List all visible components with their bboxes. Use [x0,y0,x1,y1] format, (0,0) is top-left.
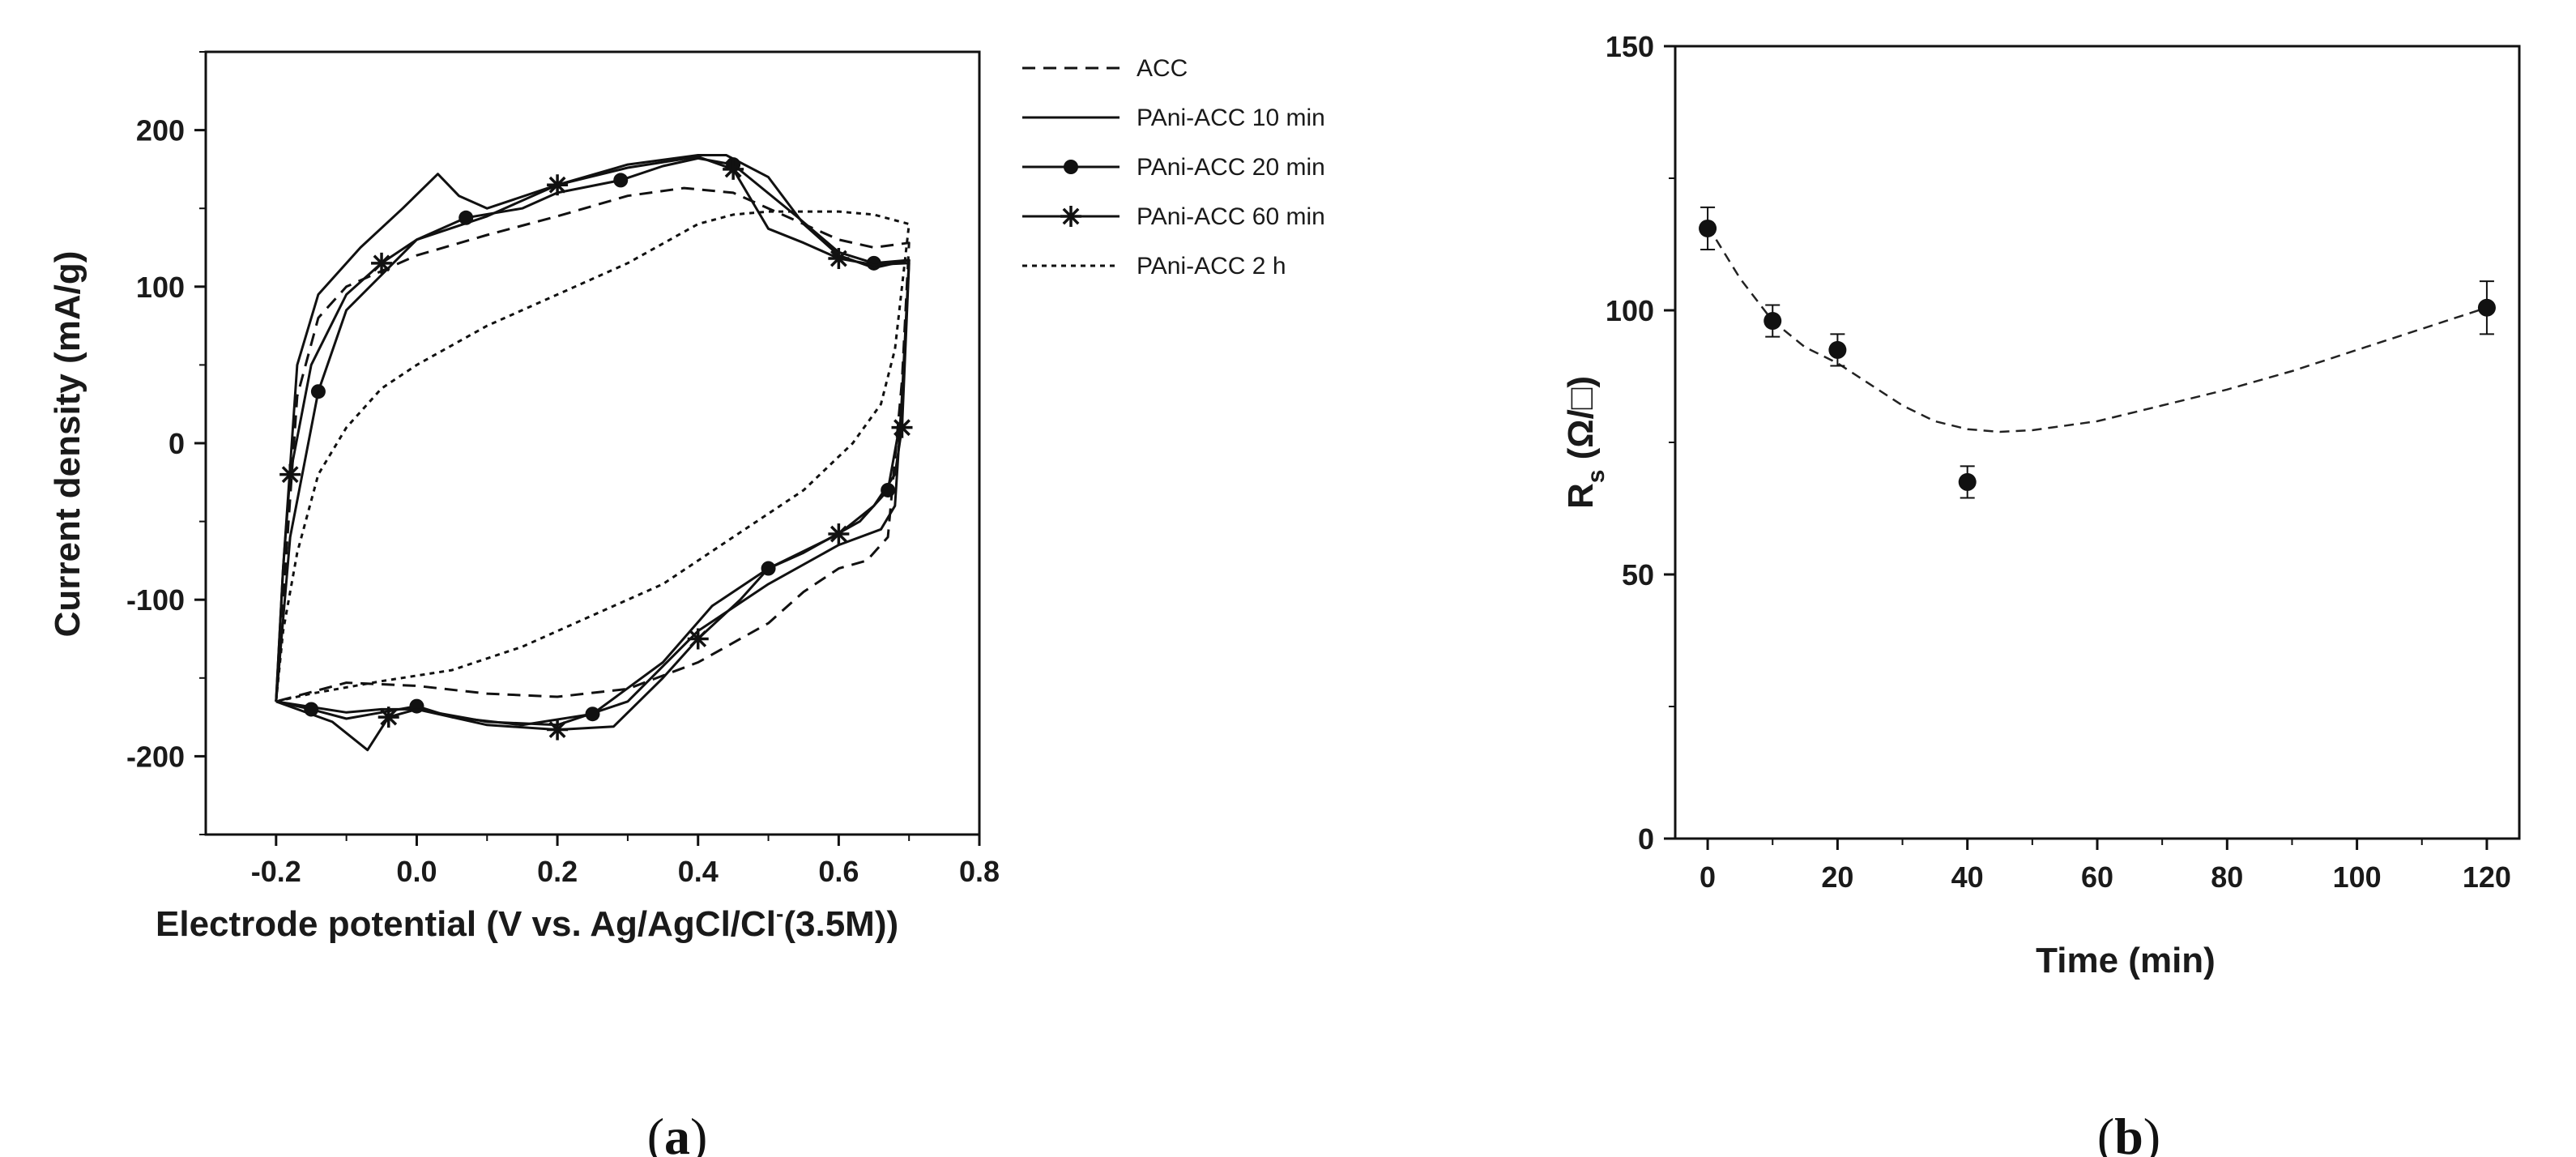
series-pani-acc-60-min-marker [279,463,301,485]
legend-item-pani-acc-60-min-marker [1060,206,1081,227]
series-pani-acc-60-min-marker [687,628,709,650]
series-pani-acc-10-min-curve [275,154,911,727]
panel-b-plot-frame [1674,45,2521,840]
series-pani-acc-20-min-marker [310,384,326,399]
panel-b-x-axis-label: Time (min) [2036,941,2216,980]
series-pani-acc-20-min-marker [613,173,629,188]
series-pani-acc-60-min-marker [371,252,393,274]
panel-b-x-ticks: 0 20 40 60 80 100 120 [1700,839,2511,894]
series-pani-acc-20-min-marker [866,255,881,271]
panel-a-y-tick-label: -200 [126,740,185,773]
panel-a-x-axis-label: Electrode potential (V vs. Ag/AgCl/Cl-(3… [156,901,898,944]
legend-item-pani-acc-60-min-label: PAni-ACC 60 min [1137,203,1325,230]
panel-a-y-axis-label: Current density (mA/g) [48,251,87,638]
panel-b-y-tick-label: 0 [1638,822,1654,856]
legend-item-pani-acc-60-min: PAni-ACC 60 min [1022,203,1325,230]
series-pani-acc-20-min-marker [585,707,600,722]
legend-item-pani-acc-20-min: PAni-ACC 20 min [1022,154,1325,181]
panel-b-data-points [1699,206,2496,499]
series-pani-acc-10-min [275,154,911,727]
panel-b-y-axis-label: Rs (Ω/□) [1561,376,1610,509]
panel-b-y-tick-label: 100 [1606,294,1654,327]
panel-a-y-tick-label: -100 [126,583,185,617]
panel-a-x-tick-label: -0.2 [251,855,301,888]
panel-b-sheet-resistance-chart: 0 20 40 60 80 100 120 0 50 100 150 Time (min) Rs … [1561,30,2521,980]
panel-a-legend: ACC PAni-ACC 10 min PAni-ACC 20 min PAni-AC… [1022,55,1325,280]
panel-a-cyclic-voltammetry-chart: -0.2 0.0 0.2 0.4 0.6 0.8 -200 -100 0 100 200 Elec… [48,50,1325,944]
panel-b-caption: (b) [2097,1108,2160,1157]
panel-a-x-tick-label: 0.2 [537,855,578,888]
panel-b-y-tick-label: 50 [1622,558,1654,591]
legend-item-acc-label: ACC [1137,55,1188,82]
series-acc [275,186,911,703]
panel-b-data-point [1828,333,1847,367]
panel-a-x-tick-label: 0.4 [678,855,719,888]
legend-item-pani-acc-20-min-marker [1064,160,1078,174]
series-pani-acc-60-min-marker [828,523,850,545]
panel-b-x-tick-label: 0 [1700,860,1716,894]
panel-b-point-marker [1828,340,1847,359]
series-acc-curve [275,186,911,703]
panel-b-x-tick-label: 40 [1951,860,1984,894]
panel-a-y-tick-label: 0 [168,427,185,460]
panel-b-data-point [1699,206,1717,251]
series-pani-acc-2-h [275,210,911,703]
panel-a-y-tick-label: 200 [136,114,185,147]
legend-item-pani-acc-2-h-label: PAni-ACC 2 h [1137,253,1286,280]
legend-item-pani-acc-10-min: PAni-ACC 10 min [1022,105,1325,131]
series-pani-acc-60-min-marker [377,707,399,728]
panel-a-y-tick-label: 100 [136,271,185,304]
series-pani-acc-60-min-curve [275,155,911,752]
panel-b-trend-curve [1707,225,2488,433]
panel-a-x-ticks: -0.2 0.0 0.2 0.4 0.6 0.8 [251,835,1000,888]
series-pani-acc-60-min-marker [547,174,569,196]
legend-item-pani-acc-2-h: PAni-ACC 2 h [1022,253,1286,280]
panel-b-point-marker [2477,298,2496,317]
series-pani-acc-20-min-curve [275,156,911,727]
panel-a-caption: (a) [647,1108,708,1157]
legend-item-pani-acc-10-min-label: PAni-ACC 10 min [1137,105,1325,131]
series-pani-acc-60-min-marker [723,158,744,180]
panel-a-x-tick-label: 0.8 [959,855,1000,888]
series-pani-acc-20-min [275,156,911,727]
panel-a-series [275,154,913,752]
panel-b-y-tick-label: 150 [1606,30,1654,63]
panel-b-data-point [2477,280,2496,335]
panel-b-x-tick-label: 80 [2211,860,2243,894]
panel-b-trend-line [1707,225,2488,433]
legend-item-acc: ACC [1022,55,1188,82]
panel-b-data-point [1764,304,1782,338]
panel-b-x-tick-label: 120 [2463,860,2511,894]
panel-a-y-ticks: -200 -100 0 100 200 [126,51,206,835]
panel-b-point-marker [1764,312,1782,331]
panel-b-point-marker [1958,472,1977,491]
series-pani-acc-60-min [275,155,913,752]
panel-a-x-tick-label: 0.6 [818,855,859,888]
panel-b-point-marker [1699,219,1717,237]
panel-b-x-tick-label: 100 [2333,860,2382,894]
panel-b-x-tick-label: 20 [1821,860,1853,894]
panel-b-y-ticks: 0 50 100 150 [1606,30,1675,856]
panel-b-data-point [1958,465,1977,499]
panel-b-x-tick-label: 60 [2081,860,2113,894]
series-pani-acc-60-min-marker [828,248,850,270]
series-pani-acc-60-min-marker [891,416,913,438]
panel-a-x-tick-label: 0.0 [396,855,437,888]
legend-item-pani-acc-20-min-label: PAni-ACC 20 min [1137,154,1325,181]
series-pani-acc-20-min-marker [881,482,896,497]
series-pani-acc-2-h-curve [275,210,911,703]
series-pani-acc-60-min-marker [547,719,569,741]
